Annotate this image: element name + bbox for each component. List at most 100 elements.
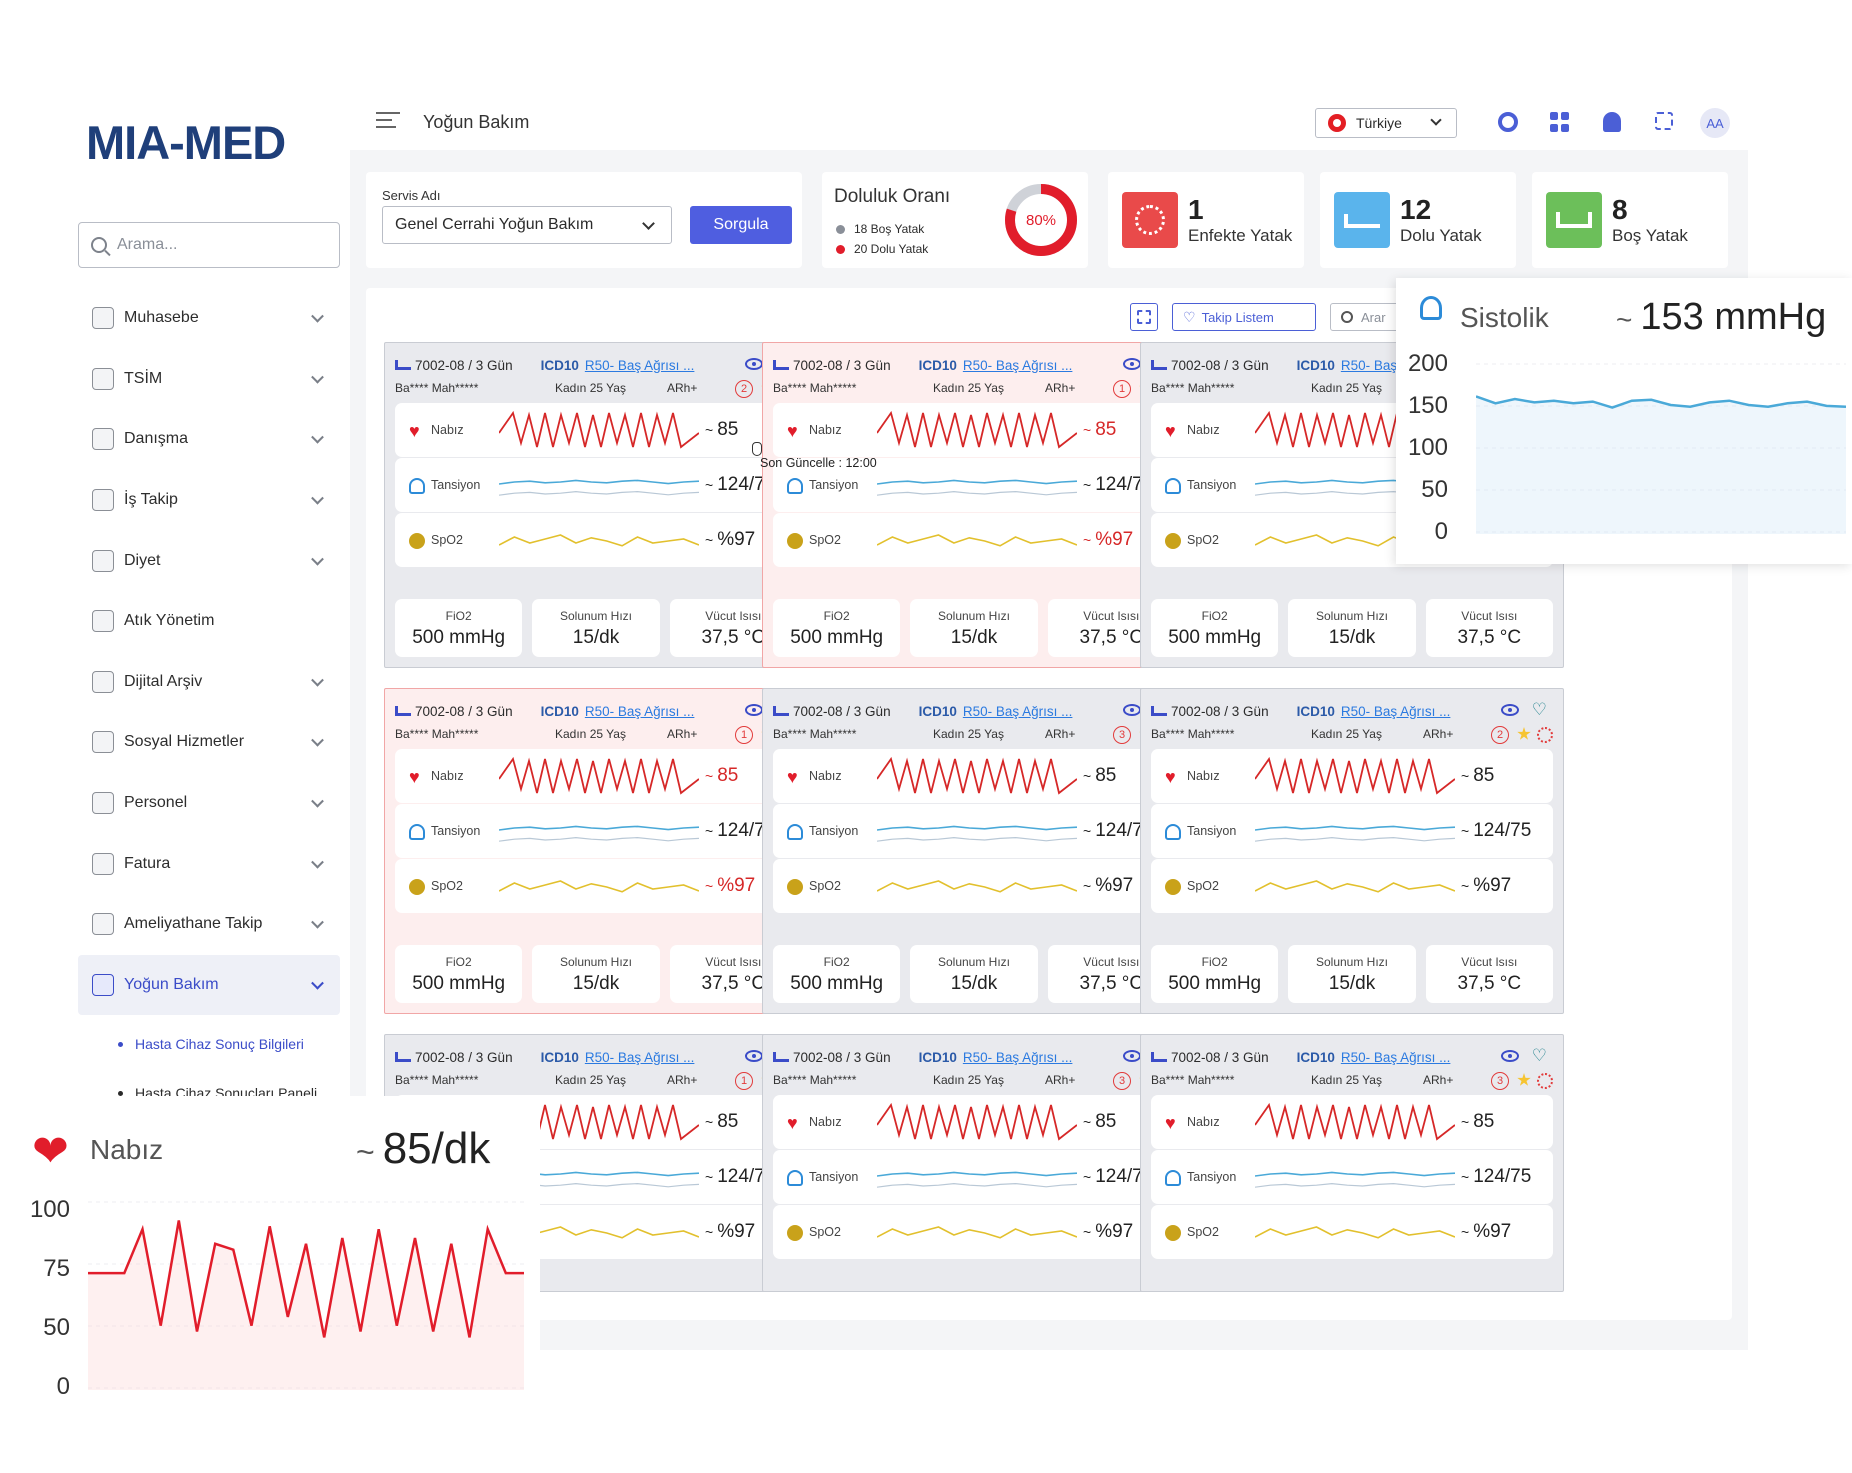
- sidebar-item-invoice[interactable]: Fatura: [78, 833, 340, 894]
- query-button[interactable]: Sorgula: [690, 206, 792, 244]
- vital-row-bp[interactable]: Tansiyon ~124/75: [395, 804, 797, 858]
- patient-card[interactable]: 7002-08 / 3 Gün ICD10 R50- Baş Ağrısı ... ♥…: [762, 342, 1186, 668]
- diagnosis-link[interactable]: R50- Baş Ağrısı ...: [962, 1049, 1073, 1065]
- bp-waveform: [877, 479, 1077, 496]
- diagnosis-link[interactable]: R50- Baş Ağrısı ...: [962, 703, 1073, 719]
- fio2-cell[interactable]: FiO2 500 mmHg: [395, 945, 523, 1003]
- resp-rate-cell[interactable]: Solunum Hızı 15/dk: [1288, 945, 1416, 1003]
- service-select[interactable]: Genel Cerrahi Yoğun Bakım: [382, 206, 672, 244]
- sidebar-item-reception[interactable]: Danışma: [78, 409, 340, 470]
- sidebar-search-input[interactable]: Arama...: [78, 222, 340, 268]
- temperature-cell[interactable]: Vücut Isısı 37,5 °C: [1425, 945, 1553, 1003]
- fio2-cell[interactable]: FiO2 500 mmHg: [395, 599, 523, 657]
- resp-rate-cell[interactable]: Solunum Hızı 15/dk: [910, 945, 1038, 1003]
- resp-rate-cell[interactable]: Solunum Hızı 15/dk: [532, 945, 660, 1003]
- stat-empty-beds[interactable]: 8 Boş Yatak: [1532, 172, 1728, 268]
- stat-occupied-beds[interactable]: 12 Dolu Yatak: [1320, 172, 1516, 268]
- user-avatar[interactable]: AA: [1700, 108, 1730, 138]
- eye-icon[interactable]: [1123, 358, 1141, 370]
- gear-icon[interactable]: [1498, 112, 1518, 132]
- resp-rate-cell[interactable]: Solunum Hızı 15/dk: [1288, 599, 1416, 657]
- vital-row-pulse[interactable]: ♥ Nabız ~85: [773, 749, 1175, 803]
- sidebar-item-diet[interactable]: Diyet: [78, 530, 340, 591]
- fio2-cell[interactable]: FiO2 500 mmHg: [773, 599, 901, 657]
- diagnosis-link[interactable]: R50- Baş Ağrısı ...: [584, 1049, 695, 1065]
- vital-row-pulse[interactable]: ♥ Nabız ~85: [1151, 749, 1553, 803]
- sidebar-item-waste-management[interactable]: Atık Yönetim: [78, 591, 340, 652]
- eye-icon[interactable]: [1501, 704, 1519, 716]
- hamburger-menu-icon[interactable]: [376, 112, 400, 133]
- diagnosis-link[interactable]: R50- Baş Ağrısı ...: [962, 357, 1073, 373]
- eye-icon[interactable]: [745, 704, 763, 716]
- language-select[interactable]: Türkiye: [1315, 108, 1457, 138]
- eye-icon[interactable]: [745, 1050, 763, 1062]
- vital-row-pulse[interactable]: ♥ Nabız ~85: [395, 403, 797, 457]
- fio2-cell[interactable]: FiO2 500 mmHg: [773, 945, 901, 1003]
- vital-row-pulse[interactable]: ♥Nabız~85!: [395, 749, 797, 803]
- vital-row-bp[interactable]: Tansiyon ~124/75: [773, 804, 1175, 858]
- diagnosis-link[interactable]: R50- Baş Ağrısı ...: [584, 703, 695, 719]
- patient-gender-age: Kadın 25 Yaş: [555, 727, 626, 741]
- cards-search-input[interactable]: Arar: [1330, 303, 1400, 331]
- apps-grid-icon[interactable]: [1550, 112, 1570, 132]
- vital-value-text: 124/75: [717, 820, 776, 841]
- sidebar-item-operating-room[interactable]: Ameliyathane Takip: [78, 894, 340, 955]
- bell-icon[interactable]: [1603, 112, 1621, 132]
- resp-rate-cell[interactable]: Solunum Hızı 15/dk: [910, 599, 1038, 657]
- temperature-value: 37,5 °C: [1079, 973, 1144, 994]
- vital-row-pulse[interactable]: ♥ Nabız ~85: [1151, 1095, 1553, 1149]
- vital-row-spo2[interactable]: SpO2~%97!: [395, 859, 797, 913]
- vital-row-spo2[interactable]: SpO2 ~%97: [773, 1205, 1175, 1259]
- vital-row-bp[interactable]: Tansiyon ~124/75: [1151, 1150, 1553, 1204]
- diagnosis-link[interactable]: R50- Baş Ağrısı ...: [1340, 703, 1451, 719]
- sidebar-item-accounting[interactable]: Muhasebe: [78, 288, 340, 349]
- vital-label: Tansiyon: [1187, 1170, 1237, 1184]
- vital-row-spo2[interactable]: SpO2 ~%97: [1151, 859, 1553, 913]
- fio2-cell[interactable]: FiO2 500 mmHg: [1151, 599, 1279, 657]
- watchlist-button[interactable]: ♡ Takip Listem: [1172, 303, 1316, 331]
- eye-icon[interactable]: [745, 358, 763, 370]
- temperature-cell[interactable]: Vücut Isısı 37,5 °C: [1425, 599, 1553, 657]
- patient-card[interactable]: 7002-08 / 3 Gün ICD10 R50- Baş Ağrısı ... ♥…: [384, 342, 808, 668]
- sidebar-item-social-services[interactable]: Sosyal Hizmetler: [78, 712, 340, 773]
- vital-row-bp[interactable]: Tansiyon ~124/75: [395, 458, 797, 512]
- eye-icon[interactable]: [1123, 1050, 1141, 1062]
- eye-icon[interactable]: [1501, 1050, 1519, 1062]
- vital-row-spo2[interactable]: SpO2~%97!: [773, 513, 1175, 567]
- vital-row-spo2[interactable]: SpO2 ~%97: [1151, 1205, 1553, 1259]
- bed-icon: [395, 1052, 411, 1062]
- fio2-cell[interactable]: FiO2 500 mmHg: [1151, 945, 1279, 1003]
- heart-outline-icon[interactable]: ♡: [1531, 1046, 1547, 1065]
- diagnosis-link[interactable]: R50- Baş Ağrısı ...: [584, 357, 695, 373]
- vital-row-bp[interactable]: Tansiyon ~124/75: [773, 1150, 1175, 1204]
- sidebar-item-digital-archive[interactable]: Dijital Arşiv: [78, 652, 340, 713]
- diagnosis-link[interactable]: R50- Baş Ağrısı ...: [1340, 1049, 1451, 1065]
- eye-icon[interactable]: [1123, 704, 1141, 716]
- vital-row-bp[interactable]: Tansiyon ~124/75: [1151, 804, 1553, 858]
- bed-info: 7002-08 / 3 Gün: [793, 703, 891, 719]
- fio2-label: FiO2: [823, 955, 850, 969]
- sidebar-item-intensive-care[interactable]: Yoğun Bakım: [78, 954, 340, 1016]
- patient-card[interactable]: 7002-08 / 3 Gün ICD10 R50- Baş Ağrısı ... ♥…: [384, 688, 808, 1014]
- resp-rate-cell[interactable]: Solunum Hızı 15/dk: [532, 599, 660, 657]
- sidebar-subitem-device-results-info[interactable]: Hasta Cihaz Sonuç Bilgileri: [118, 1036, 304, 1052]
- fullscreen-icon[interactable]: [1655, 112, 1673, 130]
- vital-row-bp[interactable]: Tansiyon ~124/75: [773, 458, 1175, 512]
- sidebar-item-tsim[interactable]: TSİM: [78, 349, 340, 410]
- vital-row-pulse[interactable]: ♥Nabız~85!: [773, 403, 1175, 457]
- heart-outline-icon[interactable]: ♡: [1531, 700, 1547, 719]
- vital-row-spo2[interactable]: SpO2 ~%97: [395, 513, 797, 567]
- sidebar-item-task-tracking[interactable]: İş Takip: [78, 470, 340, 531]
- sidebar-item-staff[interactable]: Personel: [78, 773, 340, 834]
- stat-infected-beds[interactable]: 1 Enfekte Yatak: [1108, 172, 1304, 268]
- vital-value-text: 124/75: [1095, 474, 1154, 495]
- vital-row-spo2[interactable]: SpO2 ~%97: [773, 859, 1175, 913]
- app-logo[interactable]: MIA-MED: [86, 116, 286, 169]
- vital-row-pulse[interactable]: ♥ Nabız ~85: [773, 1095, 1175, 1149]
- fullscreen-cards-button[interactable]: [1130, 303, 1158, 331]
